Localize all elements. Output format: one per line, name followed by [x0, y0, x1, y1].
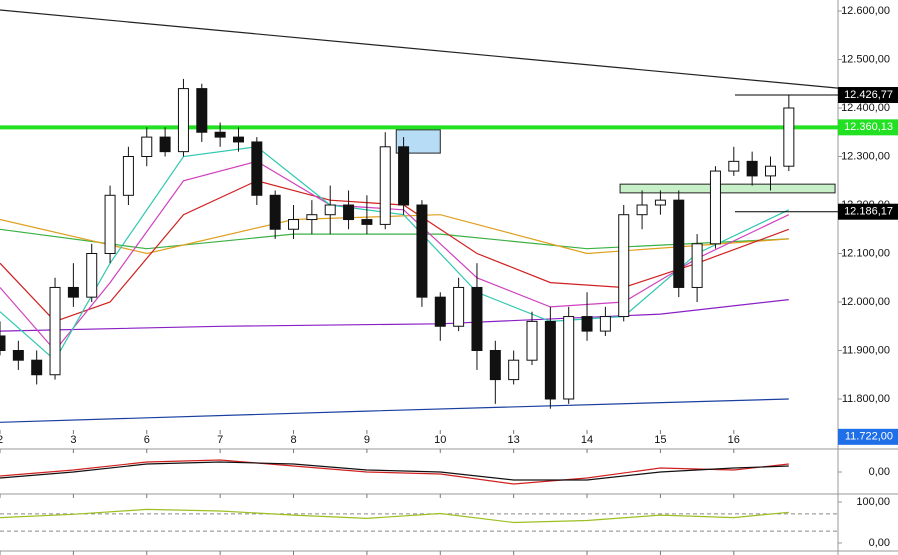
candle-body	[618, 214, 630, 318]
price-label: 12.360,13	[844, 121, 893, 133]
candle-body	[453, 286, 465, 327]
candle-body	[416, 204, 428, 298]
price-label: 12.426,77	[844, 89, 893, 101]
overlay-line	[0, 228, 789, 250]
candle-body	[489, 350, 501, 381]
candle-body	[599, 316, 611, 332]
candle-body	[324, 204, 336, 216]
candle-body	[563, 316, 575, 400]
x-tick-label: 3	[70, 434, 76, 446]
candle-body	[31, 359, 43, 376]
y-tick-label: 12.400,00	[841, 102, 890, 114]
x-tick-label: 9	[364, 434, 370, 446]
candle-body	[728, 160, 740, 172]
candle-body	[288, 219, 300, 230]
x-tick-label: 10	[434, 434, 446, 446]
x-tick-label: 16	[728, 434, 740, 446]
indicator-line	[0, 508, 789, 524]
x-tick-label: 2	[0, 434, 3, 446]
candle-body	[526, 320, 538, 361]
x-tick-label: 6	[144, 434, 150, 446]
candle-body	[12, 350, 24, 361]
candle-body	[398, 146, 410, 206]
candle-body	[104, 194, 116, 255]
candle-body	[141, 136, 153, 158]
price-label-box	[838, 87, 898, 104]
y-tick-label: 11.800,00	[842, 393, 890, 405]
price-label-box	[838, 119, 898, 136]
y-tick-label: 0,00	[869, 537, 890, 549]
x-tick-label: 13	[508, 434, 520, 446]
candle-body	[214, 131, 226, 138]
price-label-box	[838, 203, 898, 220]
candle-body	[177, 88, 189, 153]
candle-body	[654, 199, 666, 206]
indicator-line	[0, 461, 789, 481]
y-tick-label: 12.000,00	[841, 296, 890, 308]
y-tick-label: 11.900,00	[842, 344, 890, 356]
candle-body	[471, 286, 483, 352]
candle-body	[783, 107, 795, 167]
candle-body	[746, 160, 758, 177]
overlay-line	[0, 398, 789, 423]
candle-body	[0, 335, 6, 352]
candle-body	[159, 136, 171, 153]
candle-body	[508, 359, 520, 381]
y-tick-label: 12.500,00	[841, 53, 890, 65]
candle-body	[86, 253, 98, 298]
y-tick-label: 12.300,00	[841, 150, 890, 162]
candle-body	[67, 286, 79, 298]
candle-body	[434, 296, 446, 327]
overlay-line	[0, 299, 789, 332]
x-tick-label: 7	[217, 434, 223, 446]
y-tick-label: 12.600,00	[841, 5, 890, 17]
indicator-line	[0, 459, 789, 485]
y-tick-label: 0,00	[869, 466, 890, 478]
y-tick-label: 100,00	[856, 496, 890, 508]
candle-body	[764, 165, 776, 177]
candle-body	[544, 320, 556, 400]
zone	[619, 183, 836, 194]
x-tick-label: 14	[581, 434, 593, 446]
candle-body	[269, 194, 281, 230]
candle-body	[581, 316, 593, 332]
price-label: 11.722,00	[845, 431, 893, 443]
candle-body	[673, 199, 685, 288]
candle-body	[343, 204, 355, 221]
x-tick-label: 8	[290, 434, 296, 446]
candle-body	[122, 156, 134, 196]
candle-body	[361, 219, 373, 225]
candle-body	[196, 88, 208, 133]
candle-body	[709, 170, 721, 245]
price-label-box	[838, 428, 898, 445]
overlay-line	[0, 9, 839, 89]
candle-body	[636, 204, 648, 216]
y-tick-label: 12.100,00	[841, 247, 890, 259]
price-label: 12.186,17	[844, 206, 893, 218]
candle-body	[691, 243, 703, 288]
candle-body	[251, 141, 263, 196]
candle-body	[379, 146, 391, 225]
candle-body	[49, 286, 61, 376]
x-tick-label: 15	[654, 434, 666, 446]
candle-body	[306, 214, 318, 221]
candle-body	[232, 136, 244, 143]
